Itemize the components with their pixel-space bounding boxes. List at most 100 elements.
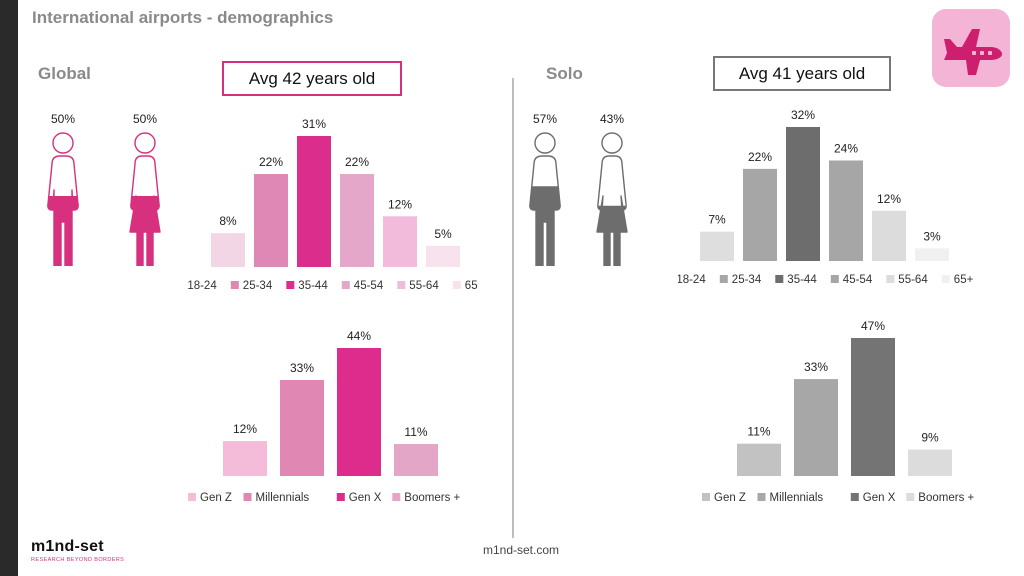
- legend-swatch: [719, 275, 728, 283]
- data-label: 11%: [404, 425, 427, 439]
- solo-male-figure: 57%: [520, 112, 570, 271]
- legend-swatch: [341, 281, 350, 289]
- legend-label: Millennials: [770, 492, 824, 504]
- legend-swatch: [243, 493, 252, 501]
- data-label: 44%: [347, 329, 371, 343]
- bar-gen-x: [337, 348, 381, 476]
- bar-45-54: [340, 174, 374, 267]
- data-label: 7%: [708, 213, 726, 227]
- page-title: International airports - demographics: [32, 8, 334, 27]
- solo-female-percent: 43%: [599, 112, 625, 126]
- legend-label: Boomers +: [404, 492, 460, 504]
- bar-55-64: [872, 210, 906, 261]
- legend-swatch: [941, 275, 950, 283]
- legend-label: Gen Z: [714, 492, 746, 504]
- data-label: 22%: [259, 155, 283, 169]
- bar-25-34: [743, 168, 777, 261]
- global-female-percent: 50%: [132, 112, 158, 126]
- bar-55-64: [383, 216, 417, 267]
- section-divider: [512, 78, 514, 538]
- bar-65-: [915, 248, 949, 261]
- legend-label: 25-34: [732, 274, 762, 286]
- bar-18-24: [211, 233, 245, 267]
- bar-boomers-: [394, 444, 438, 476]
- legend-label: 35-44: [787, 274, 817, 286]
- data-label: 12%: [388, 197, 412, 211]
- slide: International airports - demographics Gl…: [18, 0, 1024, 576]
- legend-label: Gen X: [863, 492, 896, 504]
- data-label: 12%: [233, 422, 257, 436]
- logo-tagline: RESEARCH BEYOND BORDERS: [31, 557, 125, 563]
- legend-swatch: [392, 493, 401, 501]
- female-figure-icon: [596, 132, 628, 267]
- legend-label: 18-24: [188, 280, 217, 292]
- data-label: 33%: [290, 361, 314, 375]
- data-label: 11%: [747, 425, 770, 439]
- bar-45-54: [829, 160, 863, 261]
- footer-url[interactable]: m1nd-set.com: [482, 543, 560, 557]
- solo-average-age-box: Avg 41 years old: [713, 56, 891, 91]
- bar-25-34: [254, 174, 288, 267]
- global-male-figure: 50%: [38, 112, 88, 271]
- bar-gen-x: [851, 338, 895, 476]
- legend-swatch: [286, 281, 295, 289]
- legend-swatch: [886, 275, 895, 283]
- legend-label: 65+: [465, 280, 478, 292]
- legend-swatch: [336, 493, 345, 501]
- legend-label: 55-64: [409, 280, 439, 292]
- legend-swatch: [702, 493, 710, 501]
- legend-swatch: [906, 493, 915, 501]
- male-figure-icon: [529, 132, 561, 267]
- legend-label: Gen X: [349, 492, 382, 504]
- bar-gen-z: [737, 443, 781, 476]
- legend-swatch: [830, 275, 839, 283]
- legend-swatch: [230, 281, 239, 289]
- data-label: 32%: [791, 108, 815, 122]
- data-label: 8%: [219, 214, 237, 228]
- legend-swatch: [757, 493, 766, 501]
- female-figure-icon: [129, 132, 161, 267]
- solo-female-figure: 43%: [587, 112, 637, 271]
- logo-wordmark: m1nd-set: [31, 538, 104, 555]
- airplane-icon: [944, 29, 1002, 75]
- solo-section-label: Solo: [546, 64, 583, 83]
- legend-label: 45-54: [354, 280, 384, 292]
- bar-boomers-: [908, 449, 952, 476]
- data-label: 47%: [861, 319, 885, 333]
- bar-35-44: [297, 136, 331, 267]
- solo-generation-chart: 11% 33% 47% 9% Gen Z Millennials Gen X Boomers …: [702, 319, 975, 504]
- data-label: 33%: [804, 360, 828, 374]
- global-male-percent: 50%: [50, 112, 76, 126]
- legend-label: 25-34: [243, 280, 273, 292]
- solo-age-chart: 7% 22% 32% 24% 12% 3% 18-24 25-34 35-44 45-54 55-6…: [678, 108, 974, 286]
- data-label: 5%: [434, 227, 452, 241]
- legend-label: Gen Z: [200, 492, 232, 504]
- data-label: 22%: [345, 155, 369, 169]
- data-label: 31%: [302, 117, 326, 131]
- bar-millennials: [280, 380, 324, 476]
- bar-65-: [426, 245, 460, 267]
- airplane-badge: [932, 9, 1010, 87]
- legend-swatch: [397, 281, 406, 289]
- legend-label: 55-64: [898, 274, 928, 286]
- bar-35-44: [786, 127, 820, 261]
- data-label: 3%: [923, 229, 941, 243]
- data-label: 24%: [834, 142, 858, 156]
- bar-gen-z: [223, 441, 267, 476]
- global-age-chart: 8% 22% 31% 22% 12% 5% 18-24 25-34 35-44 45-54 55-6…: [188, 117, 478, 292]
- data-label: 22%: [748, 150, 772, 164]
- global-average-age-box: Avg 42 years old: [222, 61, 402, 96]
- legend-swatch: [850, 493, 859, 501]
- bar-18-24: [700, 231, 734, 261]
- data-label: 9%: [921, 431, 939, 445]
- legend-swatch: [452, 281, 461, 289]
- legend-label: 35-44: [298, 280, 328, 292]
- legend-label: 65+: [954, 274, 974, 286]
- global-female-figure: 50%: [120, 112, 170, 271]
- global-section-label: Global: [38, 64, 91, 83]
- legend-label: 18-24: [678, 274, 706, 286]
- legend-label: 45-54: [843, 274, 873, 286]
- company-logo: m1nd-set RESEARCH BEYOND BORDERS: [31, 538, 125, 568]
- legend-label: Millennials: [256, 492, 310, 504]
- legend-label: Boomers +: [918, 492, 974, 504]
